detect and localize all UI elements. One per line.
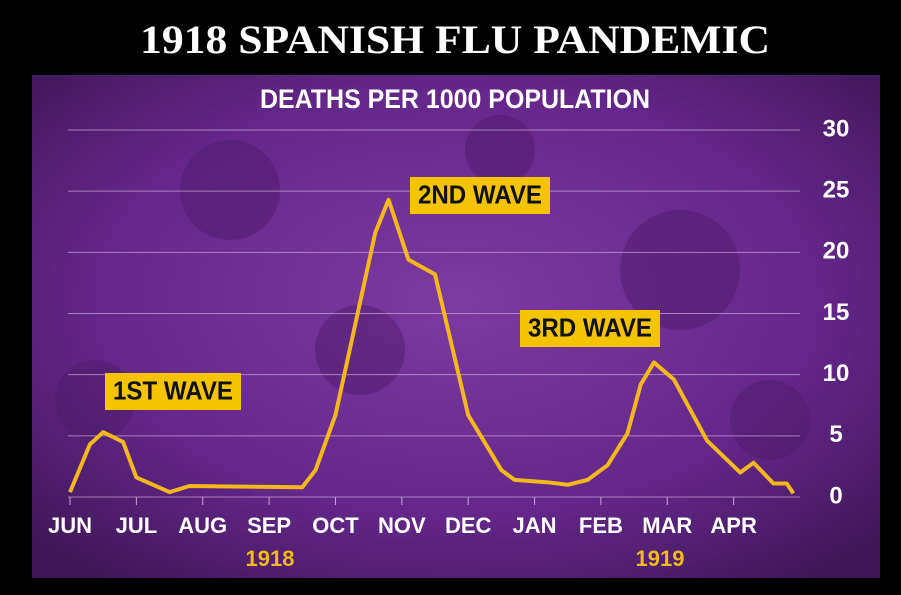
y-tick-label: 15 [823,299,850,326]
x-tick-label: NOV [378,513,426,538]
annotation: 1ST WAVE [113,375,233,405]
annotation: 3RD WAVE [528,312,652,342]
data-line [68,197,796,495]
x-tick-label: AUG [178,513,227,538]
virus-decor [55,115,810,460]
x-tick-label: JUN [48,513,92,538]
x-tick-label: APR [710,513,757,538]
chart-title: 1918 SPANISH FLU PANDEMIC [140,17,770,62]
x-tick-label: OCT [312,513,359,538]
annotation: 2ND WAVE [418,179,542,209]
y-tick-label: 30 [823,115,850,142]
x-tick-label: JUL [116,513,158,538]
y-tick-label: 5 [829,421,842,448]
year-label: 1918 [246,546,295,571]
annotation-box [520,310,660,347]
chart-subtitle: DEATHS PER 1000 POPULATION [260,84,650,114]
plot-background [32,75,880,578]
y-tick-label: 20 [823,238,850,265]
y-tick-label: 25 [823,177,850,204]
annotation-box [105,373,241,410]
x-tick-label: SEP [247,513,291,538]
x-tick-label: FEB [579,513,623,538]
x-tick-label: MAR [642,513,692,538]
y-tick-label: 10 [823,360,850,387]
y-tick-label: 0 [829,482,842,509]
annotation-box [410,177,550,214]
x-tick-label: JAN [513,513,557,538]
year-label: 1919 [636,546,685,571]
x-tick-label: DEC [445,513,492,538]
